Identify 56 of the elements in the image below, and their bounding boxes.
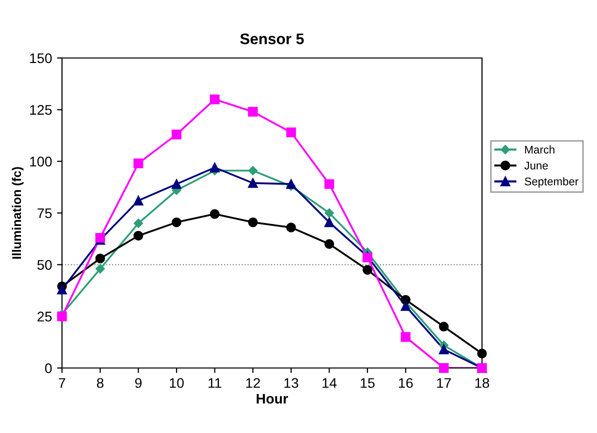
x-tick-label: 9 xyxy=(135,378,142,388)
point xyxy=(210,162,220,172)
point xyxy=(134,218,143,228)
point xyxy=(324,217,334,228)
point xyxy=(286,222,296,232)
x-tick-label: 10 xyxy=(170,378,184,388)
point xyxy=(248,166,258,176)
chart-title: Sensor 5 xyxy=(240,33,304,44)
x-axis-title: Hour xyxy=(256,394,288,404)
point xyxy=(134,158,144,168)
point xyxy=(324,208,334,218)
point xyxy=(438,322,449,332)
point xyxy=(172,130,182,140)
point xyxy=(57,284,67,294)
point xyxy=(210,209,220,219)
y-axis-title: Illumination (fc) xyxy=(12,167,24,259)
point xyxy=(438,363,449,373)
point xyxy=(95,254,106,264)
x-tick-label: 14 xyxy=(322,378,337,388)
x-tick-label: 17 xyxy=(437,378,451,388)
point xyxy=(172,179,182,189)
x-tick-label: 7 xyxy=(58,378,66,388)
x-tick-label: 15 xyxy=(360,378,375,388)
point xyxy=(134,196,144,206)
y-tick-label: 100 xyxy=(30,156,52,167)
x-tick-label: 12 xyxy=(246,378,260,388)
x-tick-label: 8 xyxy=(96,378,104,388)
y-tick-label: 0 xyxy=(45,363,52,374)
y-tick-label: 75 xyxy=(38,208,52,218)
point xyxy=(248,178,258,188)
point xyxy=(248,217,258,228)
y-tick-label: 50 xyxy=(37,260,52,270)
point xyxy=(286,179,296,189)
x-tick-label: 18 xyxy=(475,378,490,388)
y-tick-label: 125 xyxy=(30,105,52,115)
point xyxy=(96,264,105,274)
point xyxy=(210,94,220,104)
y-tick-label: 150 xyxy=(30,53,52,64)
point xyxy=(286,128,296,138)
y-tick-label: 25 xyxy=(38,312,52,322)
point xyxy=(477,348,487,358)
point xyxy=(134,230,144,241)
x-tick-label: 16 xyxy=(398,378,413,388)
point xyxy=(324,179,334,189)
legend-label: September xyxy=(524,177,578,188)
x-tick-label: 13 xyxy=(284,378,298,388)
point xyxy=(172,217,182,228)
point xyxy=(438,344,449,354)
point xyxy=(400,332,410,342)
point xyxy=(362,264,372,275)
point xyxy=(324,239,334,249)
point xyxy=(248,106,258,117)
x-tick-label: 11 xyxy=(208,378,222,388)
legend-label: March xyxy=(525,145,554,154)
legend-label: June xyxy=(524,162,548,170)
point xyxy=(400,301,410,311)
